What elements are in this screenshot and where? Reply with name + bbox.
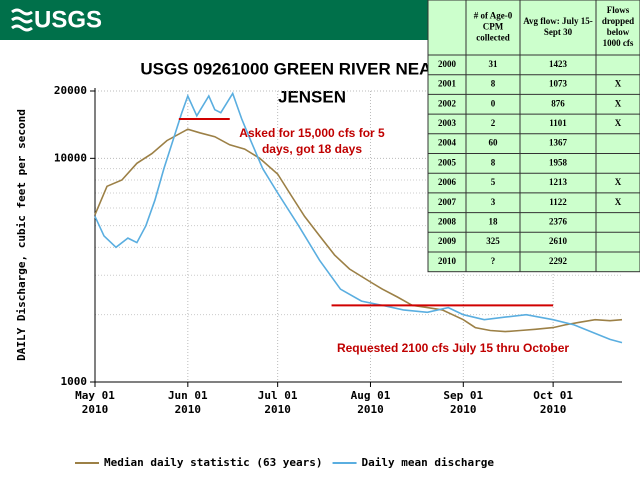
table-cell: 31 bbox=[489, 59, 499, 69]
table-cell: 8 bbox=[491, 79, 496, 89]
axes bbox=[94, 88, 622, 383]
table-header: Flows bbox=[607, 5, 630, 15]
table-cell: 2009 bbox=[438, 236, 457, 246]
series-line bbox=[94, 128, 623, 333]
annotation-text: Asked for 15,000 cfs for 5 bbox=[239, 126, 385, 140]
table-header: below bbox=[607, 27, 630, 37]
x-tick-label: May 01 bbox=[75, 389, 115, 402]
table-cell: 2000 bbox=[438, 59, 457, 69]
table-header: Sept 30 bbox=[544, 27, 573, 37]
x-tick-year: 2010 bbox=[175, 403, 202, 416]
table-header: 1000 cfs bbox=[603, 38, 634, 48]
table-cell: 1213 bbox=[549, 177, 568, 187]
y-axis-label: DAILY Discharge, cubic feet per second bbox=[15, 109, 28, 361]
table-cell: 2 bbox=[491, 118, 496, 128]
table-cell: X bbox=[615, 118, 622, 128]
legend-label: Median daily statistic (63 years) bbox=[104, 456, 323, 469]
table-cell: 2610 bbox=[549, 236, 568, 246]
annotation-text: days, got 18 days bbox=[262, 142, 362, 156]
table-header: CPM bbox=[483, 22, 504, 32]
table-cell: 60 bbox=[489, 138, 499, 148]
table-cell: X bbox=[615, 197, 622, 207]
series-line bbox=[94, 91, 623, 344]
y-tick-label: 20000 bbox=[54, 84, 87, 97]
annotation-text: Asked for 15,000 cfs for 5 days, got 18 d… bbox=[239, 126, 385, 156]
table-header: Avg flow: July 15- bbox=[523, 16, 593, 26]
table-cell: 2001 bbox=[438, 79, 457, 89]
table-header: collected bbox=[476, 33, 509, 43]
x-tick-label: Jul 01 bbox=[258, 389, 298, 402]
table-cell: 3 bbox=[491, 197, 496, 207]
table-cell: 2376 bbox=[549, 217, 568, 227]
y-tick-label: 10000 bbox=[54, 151, 87, 164]
annotation-text: Requested 2100 cfs July 15 thru October bbox=[337, 341, 569, 355]
table-header: # of Age-0 CPM collected bbox=[474, 11, 513, 43]
table-cell: 2008 bbox=[438, 217, 457, 227]
chart-title: USGS 09261000 GREEN RIVER NEAR bbox=[140, 59, 443, 78]
x-tick-year: 2010 bbox=[450, 403, 477, 416]
legend-label: Daily mean discharge bbox=[362, 456, 495, 469]
table-cell: 325 bbox=[486, 236, 500, 246]
x-tick-year: 2010 bbox=[82, 403, 109, 416]
x-tick-label: Jun 01 bbox=[168, 389, 208, 402]
table-cell: 1367 bbox=[549, 138, 568, 148]
x-tick-label: Sep 01 bbox=[443, 389, 483, 402]
table-header: # of Age-0 bbox=[474, 11, 513, 21]
table-cell: 5 bbox=[491, 177, 496, 187]
logo: USGS bbox=[34, 6, 102, 33]
data-table: # of Age-0 CPM collected Avg flow: July 15-… bbox=[427, 0, 640, 273]
x-tick-label: Oct 01 bbox=[533, 389, 573, 402]
table-cell: 8 bbox=[491, 157, 496, 167]
table-cell: 2002 bbox=[438, 98, 457, 108]
table-cell: ? bbox=[491, 256, 496, 266]
table-cell: X bbox=[615, 177, 622, 187]
table-bg bbox=[427, 0, 640, 273]
table-cell: 1101 bbox=[549, 118, 567, 128]
logo-waves bbox=[11, 8, 33, 32]
table-cell: 1073 bbox=[549, 79, 568, 89]
x-tick-year: 2010 bbox=[357, 403, 384, 416]
y-tick-label: 1000 bbox=[61, 375, 88, 388]
table-cell: X bbox=[615, 98, 622, 108]
table-cell: 1423 bbox=[549, 59, 568, 69]
table-cell: 1122 bbox=[549, 197, 567, 207]
x-tick-year: 2010 bbox=[540, 403, 567, 416]
x-tick-year: 2010 bbox=[264, 403, 291, 416]
table-cell: 1958 bbox=[549, 157, 568, 167]
table-cell: 18 bbox=[489, 217, 499, 227]
table-header: dropped bbox=[602, 16, 634, 26]
chart-subtitle: JENSEN bbox=[278, 87, 346, 106]
table-cell: X bbox=[615, 79, 622, 89]
table-cell: 2010 bbox=[438, 256, 457, 266]
table-header: Flows dropped below 1000 cfs bbox=[602, 5, 634, 48]
table-cell: 2005 bbox=[438, 157, 457, 167]
table-cell: 2004 bbox=[438, 138, 457, 148]
table-cell: 2007 bbox=[438, 197, 457, 207]
x-tick-label: Aug 01 bbox=[351, 389, 391, 402]
table-cell: 2003 bbox=[438, 118, 457, 128]
table-cell: 876 bbox=[551, 98, 565, 108]
table-cell: 2006 bbox=[438, 177, 457, 187]
table-cell: 0 bbox=[491, 98, 496, 108]
table-cell: 2292 bbox=[549, 256, 568, 266]
table-header: Avg flow: July 15-Sept 30 bbox=[523, 16, 593, 37]
